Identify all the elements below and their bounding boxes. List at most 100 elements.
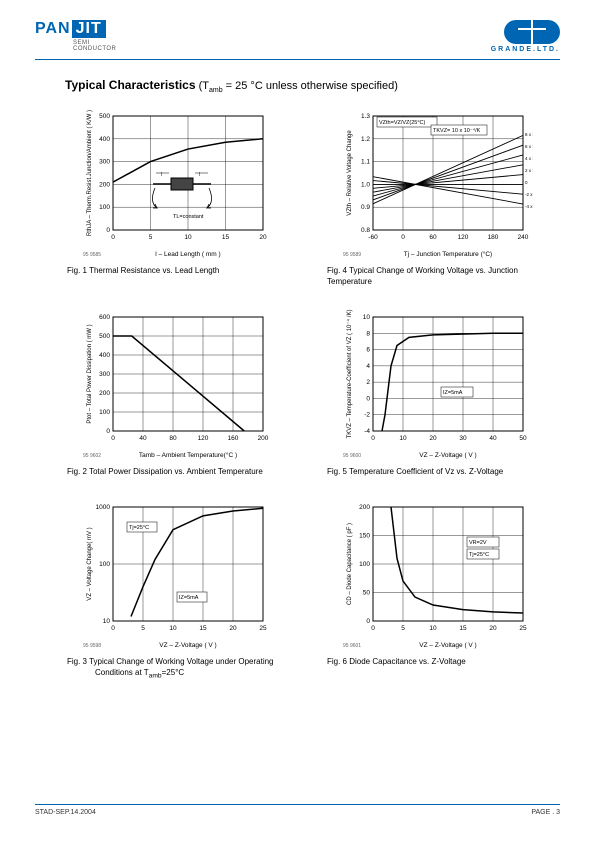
fig3-chart: 0 5 10 15 20 25 10 100 1000 VZ – Z-Voltage ( V ) V… [83, 499, 273, 649]
fig4-chart: -600601201802400.80.91.01.11.21.3Tj – Ju… [343, 108, 533, 258]
svg-text:CD – Diode Capacitance ( pF ): CD – Diode Capacitance ( pF ) [347, 523, 353, 605]
svg-text:0: 0 [366, 618, 370, 625]
svg-text:180: 180 [488, 234, 499, 241]
svg-text:0: 0 [111, 435, 115, 442]
fig4-caption: Fig. 4 Typical Change of Working Voltage… [327, 266, 545, 287]
fig1-chart: 051015200100200300400500l – Lead Length … [83, 108, 273, 258]
svg-text:Tj=25°C: Tj=25°C [129, 525, 149, 531]
svg-text:0: 0 [366, 395, 370, 402]
svg-text:10: 10 [103, 618, 111, 625]
charts-grid: 051015200100200300400500l – Lead Length … [65, 108, 540, 681]
svg-text:25: 25 [519, 625, 527, 632]
footer: STAD-SEP.14.2004 PAGE . 3 [35, 804, 560, 816]
svg-text:20: 20 [229, 625, 237, 632]
svg-text:95 9589: 95 9589 [343, 252, 361, 258]
svg-text:0: 0 [111, 625, 115, 632]
fig3-block: 0 5 10 15 20 25 10 100 1000 VZ – Z-Voltage ( V ) V… [65, 499, 285, 681]
svg-text:Tj=25°C: Tj=25°C [469, 552, 489, 558]
svg-text:0: 0 [111, 234, 115, 241]
svg-text:300: 300 [99, 371, 110, 378]
svg-text:TL=constant: TL=constant [173, 214, 204, 220]
svg-text:0: 0 [106, 428, 110, 435]
svg-text:1000: 1000 [96, 504, 111, 511]
svg-text:0.8: 0.8 [361, 227, 370, 234]
svg-text:0: 0 [106, 227, 110, 234]
svg-text:RthJA – Therm.Resist.Junction/: RthJA – Therm.Resist.Junction/Ambient ( … [87, 110, 93, 236]
svg-text:40: 40 [489, 435, 497, 442]
svg-text:VZ – Z-Voltage ( V ): VZ – Z-Voltage ( V ) [159, 642, 216, 649]
svg-text:1.1: 1.1 [361, 159, 370, 166]
page: PAN JIT SEMICONDUCTOR GRANDE.LTD. Typica… [0, 0, 595, 842]
svg-text:6: 6 [366, 347, 370, 354]
svg-text:10: 10 [169, 625, 177, 632]
svg-text:20: 20 [259, 234, 267, 241]
title-sub: amb [209, 87, 223, 94]
svg-text:25: 25 [259, 625, 267, 632]
svg-text:150: 150 [359, 533, 370, 540]
fig5-caption: Fig. 5 Temperature Coefficient of Vz vs.… [327, 467, 545, 477]
svg-text:5: 5 [401, 625, 405, 632]
svg-text:1.0: 1.0 [361, 182, 370, 189]
svg-text:20: 20 [489, 625, 497, 632]
svg-text:-4 x 10⁻⁴/K: -4 x 10⁻⁴/K [525, 204, 533, 209]
svg-text:5: 5 [149, 234, 153, 241]
brand-sub: SEMICONDUCTOR [73, 40, 116, 52]
svg-text:1.2: 1.2 [361, 136, 370, 143]
svg-text:0: 0 [401, 234, 405, 241]
fig5-chart: 01020304050-4-20246810VZ – Z-Voltage ( V… [343, 309, 533, 459]
brand-jit: JIT [72, 20, 106, 38]
svg-text:20: 20 [429, 435, 437, 442]
fig6-block: 0510152025050100150200VZ – Z-Voltage ( V… [325, 499, 545, 681]
footer-right: PAGE . 3 [531, 809, 560, 816]
svg-text:200: 200 [99, 390, 110, 397]
svg-text:VZth – Relative Voltage Change: VZth – Relative Voltage Change [347, 130, 353, 216]
svg-text:0: 0 [371, 435, 375, 442]
svg-text:-2: -2 [364, 412, 370, 419]
svg-text:300: 300 [99, 159, 110, 166]
svg-text:95 9600: 95 9600 [343, 453, 361, 459]
svg-text:5: 5 [141, 625, 145, 632]
logo-panjit: PAN JIT SEMICONDUCTOR [35, 20, 116, 52]
svg-text:100: 100 [359, 561, 370, 568]
fig2-caption: Fig. 2 Total Power Dissipation vs. Ambie… [67, 467, 285, 477]
svg-text:4 x 10⁻⁴/K: 4 x 10⁻⁴/K [525, 156, 533, 161]
svg-text:TKVZ – Temperature-Coefficient: TKVZ – Temperature-Coefficient of VZ ( 1… [346, 310, 353, 439]
svg-text:50: 50 [519, 435, 527, 442]
svg-text:95 9585: 95 9585 [83, 252, 101, 258]
title-main: Typical Characteristics [65, 78, 196, 92]
section-title: Typical Characteristics (Tamb = 25 °C un… [65, 78, 560, 94]
title-paren: (T [199, 80, 209, 92]
svg-text:VZ – Z-Voltage ( V ): VZ – Z-Voltage ( V ) [419, 642, 476, 649]
svg-text:-2 x 10⁻⁴/K: -2 x 10⁻⁴/K [525, 192, 533, 197]
svg-text:240: 240 [518, 234, 529, 241]
svg-text:Tamb – Ambient Temperature(°C: Tamb – Ambient Temperature(°C ) [139, 451, 237, 459]
svg-text:VR=2V: VR=2V [469, 540, 487, 546]
fig2-chart: 040801201602000100200300400500600Tamb – … [83, 309, 273, 459]
svg-text:600: 600 [99, 314, 110, 321]
svg-text:1.3: 1.3 [361, 113, 370, 120]
svg-text:30: 30 [459, 435, 467, 442]
fig2-block: 040801201602000100200300400500600Tamb – … [65, 309, 285, 477]
svg-text:15: 15 [199, 625, 207, 632]
svg-text:160: 160 [228, 435, 239, 442]
svg-text:l – Lead Length ( mm ): l – Lead Length ( mm ) [155, 251, 220, 258]
grande-icon [504, 20, 560, 44]
fig6-caption: Fig. 6 Diode Capacitance vs. Z-Voltage [327, 657, 545, 667]
svg-text:VZ – Z-Voltage ( V ): VZ – Z-Voltage ( V ) [419, 452, 476, 459]
svg-text:VZ – Voltage Change( mV ): VZ – Voltage Change( mV ) [87, 528, 93, 601]
svg-text:200: 200 [258, 435, 269, 442]
svg-text:95 9598: 95 9598 [83, 643, 101, 649]
svg-text:-4: -4 [364, 428, 370, 435]
svg-text:100: 100 [99, 561, 110, 568]
svg-text:500: 500 [99, 113, 110, 120]
svg-text:200: 200 [99, 182, 110, 189]
svg-text:0: 0 [525, 180, 528, 185]
svg-text:IZ=5mA: IZ=5mA [179, 595, 199, 601]
svg-text:400: 400 [99, 352, 110, 359]
fig6-chart: 0510152025050100150200VZ – Z-Voltage ( V… [343, 499, 533, 649]
svg-text:100: 100 [99, 409, 110, 416]
grande-text: GRANDE.LTD. [491, 46, 560, 53]
svg-text:95 9602: 95 9602 [83, 453, 101, 459]
svg-text:8: 8 [366, 330, 370, 337]
svg-text:10: 10 [363, 314, 371, 321]
